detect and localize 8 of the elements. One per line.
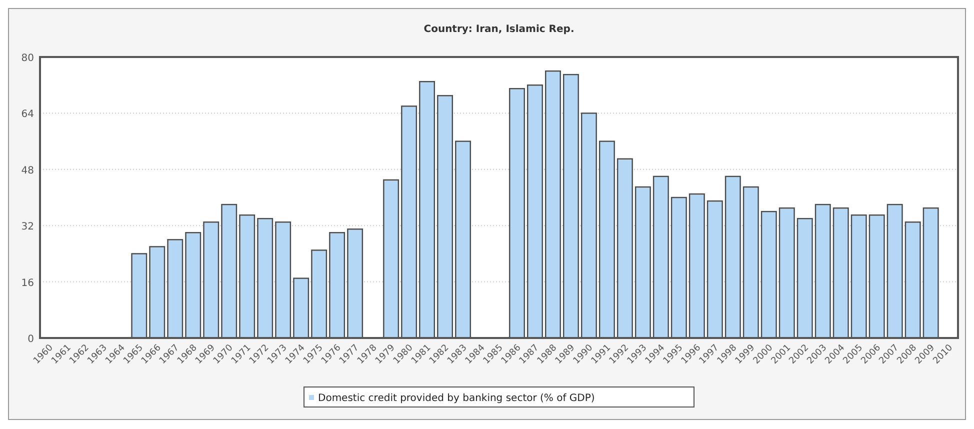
y-tick-label: 64 xyxy=(21,109,34,120)
chart-title: Country: Iran, Islamic Rep. xyxy=(424,24,574,35)
y-tick-label: 0 xyxy=(28,334,34,345)
y-tick-label: 48 xyxy=(21,165,34,176)
y-tick-label: 32 xyxy=(21,222,34,233)
legend-label: Domestic credit provided by banking sector (% of GDP) xyxy=(318,393,595,404)
y-tick-label: 80 xyxy=(21,53,34,64)
y-tick-label: 16 xyxy=(21,278,34,289)
